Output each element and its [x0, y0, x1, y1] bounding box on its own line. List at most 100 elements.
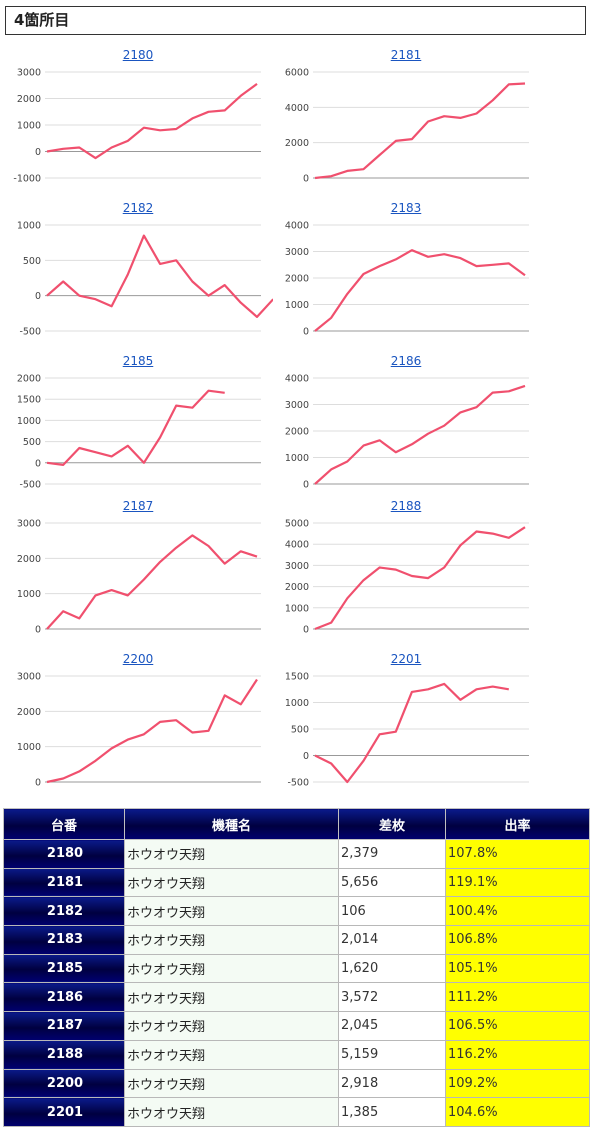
machine-name-cell: ホウオウ天翔 [124, 1011, 339, 1041]
y-tick-label: 1000 [17, 221, 41, 232]
line-chart: -500 0 500 1000 1500 [285, 672, 529, 789]
line-chart: 0 1000 2000 3000 4000 [285, 374, 529, 491]
y-tick-label: 1000 [17, 742, 41, 753]
table-row: 2188 ホウオウ天翔 5,159 116.2% [3, 1039, 590, 1070]
y-tick-label: 4000 [285, 221, 309, 232]
y-tick-label: -500 [19, 480, 41, 491]
series-line [314, 384, 526, 485]
diff-cell: 5,656 [338, 867, 446, 898]
table-row: 2185 ホウオウ天翔 1,620 105.1% [3, 953, 590, 984]
y-tick-label: 1000 [17, 589, 41, 600]
y-tick-label: 0 [35, 458, 41, 469]
line-chart: 0 1000 2000 3000 4000 [285, 221, 529, 338]
table-row: 2201 ホウオウ天翔 1,385 104.6% [3, 1097, 590, 1127]
y-tick-label: 2000 [17, 94, 41, 105]
y-tick-label: 1000 [17, 121, 41, 132]
chart-title-link[interactable]: 2201 [390, 652, 422, 666]
y-tick-label: 3000 [285, 400, 309, 411]
chart-title-link[interactable]: 2187 [122, 499, 154, 513]
y-tick-label: 500 [23, 256, 41, 267]
y-tick-label: 0 [303, 327, 309, 338]
chart-title-link[interactable]: 2182 [122, 201, 154, 215]
machine-name-cell: ホウオウ天翔 [124, 953, 339, 984]
series-line [314, 82, 526, 180]
unit-cell: 2200 [3, 1068, 125, 1099]
chart-title-link[interactable]: 2188 [390, 499, 422, 513]
chart-title-link[interactable]: 2200 [122, 652, 154, 666]
chart-1: 2181 0 2000 4000 6000 [271, 48, 541, 198]
diff-cell: 1,385 [338, 1097, 446, 1127]
series-line [46, 234, 273, 319]
y-tick-label: -1000 [13, 174, 41, 185]
y-tick-label: -500 [287, 778, 309, 789]
machine-name-cell: ホウオウ天翔 [124, 867, 339, 898]
y-tick-label: 3000 [17, 672, 41, 683]
y-tick-label: 1500 [285, 672, 309, 683]
header-rate: 出率 [445, 808, 590, 840]
chart-6: 2187 0 1000 2000 3000 [3, 499, 273, 649]
y-tick-label: 500 [291, 725, 309, 736]
table-row: 2200 ホウオウ天翔 2,918 109.2% [3, 1068, 590, 1099]
y-tick-label: 4000 [285, 374, 309, 385]
line-chart: 0 1000 2000 3000 [17, 672, 261, 789]
y-tick-label: 2000 [17, 707, 41, 718]
diff-cell: 3,572 [338, 982, 446, 1013]
line-chart: 0 1000 2000 3000 4000 5000 [285, 519, 529, 636]
line-chart: 0 2000 4000 6000 [285, 68, 529, 185]
y-tick-label: 6000 [285, 68, 309, 79]
y-tick-label: 0 [303, 174, 309, 185]
series-line [46, 83, 258, 160]
table-row: 2181 ホウオウ天翔 5,656 119.1% [3, 867, 590, 898]
y-tick-label: 1000 [17, 416, 41, 427]
table-row: 2186 ホウオウ天翔 3,572 111.2% [3, 982, 590, 1013]
y-tick-label: 2000 [17, 374, 41, 385]
machine-name-cell: ホウオウ天翔 [124, 1097, 339, 1127]
chart-title-link[interactable]: 2180 [122, 48, 154, 62]
y-tick-label: 0 [35, 147, 41, 158]
machine-name-cell: ホウオウ天翔 [124, 925, 339, 955]
table-row: 2182 ホウオウ天翔 106 100.4% [3, 896, 590, 927]
unit-cell: 2201 [3, 1097, 125, 1127]
chart-0: 2180 -1000 0 1000 2000 3000 [3, 48, 273, 198]
chart-title-link[interactable]: 2181 [390, 48, 422, 62]
header-unit: 台番 [3, 808, 125, 840]
y-tick-label: 1000 [285, 453, 309, 464]
chart-title-link[interactable]: 2185 [122, 354, 154, 368]
chart-8: 2200 0 1000 2000 3000 [3, 652, 273, 802]
series-line [46, 389, 225, 467]
y-tick-label: 1000 [285, 603, 309, 614]
rate-cell: 109.2% [445, 1068, 590, 1099]
rate-cell: 116.2% [445, 1039, 590, 1070]
chart-2: 2182 -500 0 500 1000 [3, 201, 273, 351]
y-tick-label: 0 [303, 625, 309, 636]
line-chart: -1000 0 1000 2000 3000 [13, 68, 261, 185]
y-tick-label: 4000 [285, 540, 309, 551]
diff-cell: 106 [338, 896, 446, 927]
diff-cell: 2,014 [338, 925, 446, 955]
series-line [314, 526, 526, 631]
chart-title-link[interactable]: 2183 [390, 201, 422, 215]
chart-4: 2185 -500 0 500 1000 1500 2000 [3, 354, 273, 504]
line-chart: -500 0 500 1000 1500 2000 [17, 374, 261, 491]
y-tick-label: 1000 [285, 300, 309, 311]
header-machine-name: 機種名 [124, 808, 339, 840]
table-header-row: 台番 機種名 差枚 出率 [3, 808, 590, 840]
unit-cell: 2180 [3, 839, 125, 869]
machine-name-cell: ホウオウ天翔 [124, 1039, 339, 1070]
chart-title-link[interactable]: 2186 [390, 354, 422, 368]
y-tick-label: 4000 [285, 103, 309, 114]
unit-cell: 2188 [3, 1039, 125, 1070]
section-title: 4箇所目 [5, 6, 586, 35]
rate-cell: 104.6% [445, 1097, 590, 1127]
y-tick-label: 3000 [285, 561, 309, 572]
y-tick-label: 1000 [285, 698, 309, 709]
y-tick-label: -500 [19, 327, 41, 338]
machine-table: 台番 機種名 差枚 出率 2180 ホウオウ天翔 2,379 107.8% 2181 ホ… [3, 808, 590, 1127]
chart-3: 2183 0 1000 2000 3000 4000 [271, 201, 541, 351]
y-tick-label: 2000 [17, 554, 41, 565]
header-diff: 差枚 [338, 808, 446, 840]
y-tick-label: 3000 [285, 247, 309, 258]
y-tick-label: 2000 [285, 138, 309, 149]
chart-7: 2188 0 1000 2000 3000 4000 5000 [271, 499, 541, 649]
unit-cell: 2185 [3, 953, 125, 984]
